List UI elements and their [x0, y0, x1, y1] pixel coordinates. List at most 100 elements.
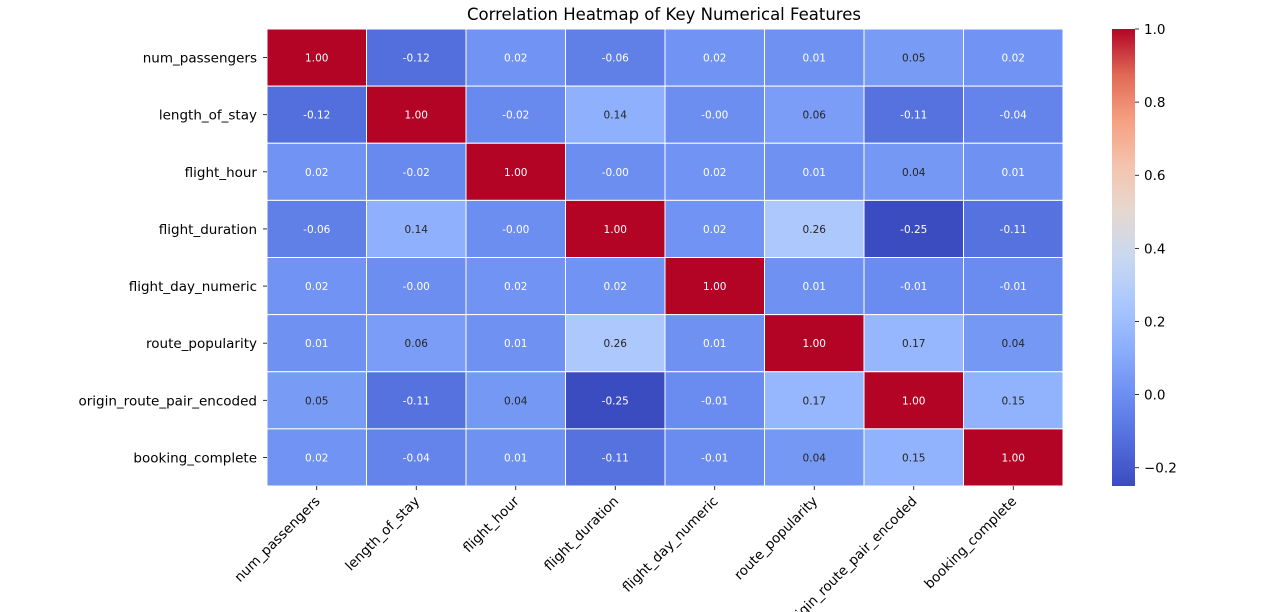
heatmap-cell-flight_hour-origin_route_pair_encoded — [863, 142, 964, 201]
chart-title: Correlation Heatmap of Key Numerical Fea… — [467, 5, 861, 24]
heatmap-cell-value: 0.05 — [305, 395, 328, 407]
colorbar: −0.2 0.0 0.2 0.4 0.6 0.8 1.0 — [1112, 22, 1177, 486]
heatmap-cell-value: 0.15 — [1002, 395, 1025, 407]
heatmap-cell-origin_route_pair_encoded-num_passengers — [266, 371, 367, 430]
heatmap-cell-origin_route_pair_encoded-route_popularity — [764, 371, 865, 430]
heatmap-cell-flight_day_numeric-flight_duration — [565, 257, 666, 316]
heatmap-cell-flight_day_numeric-flight_hour — [465, 257, 566, 316]
heatmap-cell-num_passengers-length_of_stay — [366, 28, 467, 87]
colorbar-tick-label: 0.2 — [1144, 314, 1165, 330]
heatmap-cell-value: -0.01 — [900, 281, 927, 293]
heatmap-cells: 1.00 -0.12 0.02 -0.06 0.02 0.01 0.05 0.02 -0.12 1… — [266, 28, 1064, 487]
colorbar-tick-label: −0.2 — [1144, 461, 1177, 477]
heatmap-cell-flight_hour-length_of_stay — [366, 142, 467, 201]
heatmap-cell-origin_route_pair_encoded-flight_hour — [465, 371, 566, 430]
heatmap-cell-num_passengers-flight_duration — [565, 28, 666, 87]
heatmap-cell-route_popularity-flight_day_numeric — [664, 314, 765, 373]
colorbar-tick-label: 0.8 — [1144, 95, 1165, 111]
heatmap-cell-num_passengers-route_popularity — [764, 28, 865, 87]
heatmap-cell-booking_complete-flight_day_numeric — [664, 428, 765, 487]
heatmap-cell-value: -0.01 — [1000, 281, 1027, 293]
colorbar-tick-label: 0.6 — [1144, 168, 1165, 184]
heatmap-cell-value: 1.00 — [405, 110, 428, 122]
heatmap-cell-value: 0.01 — [803, 53, 826, 65]
x-tick-label-flight_hour: flight_hour — [460, 493, 523, 556]
heatmap-cell-value: -0.25 — [900, 224, 927, 236]
colorbar-tick-label: 0.0 — [1144, 388, 1165, 404]
colorbar-tick-label: 1.0 — [1144, 22, 1165, 38]
heatmap-cell-value: 1.00 — [504, 167, 527, 179]
x-tick-label-route_popularity: route_popularity — [731, 494, 821, 584]
heatmap-cell-flight_duration-flight_day_numeric — [664, 199, 765, 258]
heatmap-cell-flight_hour-booking_complete — [963, 142, 1064, 201]
heatmap-cell-value: 1.00 — [902, 395, 925, 407]
heatmap-cell-value: -0.01 — [701, 452, 728, 464]
heatmap-cell-value: 0.02 — [305, 167, 328, 179]
heatmap-cell-origin_route_pair_encoded-booking_complete — [963, 371, 1064, 430]
y-tick-label-flight_day_numeric: flight_day_numeric — [129, 279, 257, 295]
y-axis-tick-labels: num_passengers length_of_stay flight_hourf… — [79, 51, 267, 466]
y-tick-label-route_popularity: route_popularity — [146, 336, 257, 352]
x-tick-label-booking_complete: booking_complete — [921, 494, 1020, 593]
heatmap-cell-value: -0.04 — [403, 452, 430, 464]
heatmap-cell-value: 0.17 — [902, 338, 925, 350]
heatmap-cell-value: 1.00 — [305, 53, 328, 65]
heatmap-cell-origin_route_pair_encoded-origin_route_pair_encoded — [863, 371, 964, 430]
heatmap-cell-value: 0.17 — [803, 395, 826, 407]
heatmap-cell-value: 0.02 — [504, 281, 527, 293]
heatmap-cell-value: -0.00 — [403, 281, 430, 293]
heatmap-cell-length_of_stay-flight_day_numeric — [664, 85, 765, 144]
heatmap-cell-value: 0.01 — [803, 167, 826, 179]
heatmap-cell-flight_duration-flight_hour — [465, 199, 566, 258]
heatmap-cell-flight_day_numeric-booking_complete — [963, 257, 1064, 316]
x-axis-tick-labels: num_passengers length_of_stay flight_hour f… — [231, 486, 1020, 612]
heatmap-cell-value: 0.04 — [902, 167, 926, 179]
heatmap-cell-booking_complete-booking_complete — [963, 428, 1064, 487]
heatmap-cell-value: 0.02 — [305, 281, 328, 293]
heatmap-cell-booking_complete-flight_hour — [465, 428, 566, 487]
heatmap-cell-flight_day_numeric-origin_route_pair_encoded — [863, 257, 964, 316]
heatmap-cell-route_popularity-origin_route_pair_encoded — [863, 314, 964, 373]
x-tick-label-flight_day_numeric: flight_day_numeric — [620, 494, 722, 596]
heatmap-cell-length_of_stay-route_popularity — [764, 85, 865, 144]
heatmap-cell-value: -0.25 — [602, 395, 629, 407]
heatmap-cell-route_popularity-route_popularity — [764, 314, 865, 373]
heatmap-cell-value: 0.02 — [604, 281, 627, 293]
heatmap-cell-length_of_stay-booking_complete — [963, 85, 1064, 144]
colorbar-gradient — [1112, 29, 1135, 486]
heatmap-cell-value: 0.01 — [803, 281, 826, 293]
y-tick-label-length_of_stay: length_of_stay — [159, 108, 257, 124]
heatmap-cell-flight_day_numeric-route_popularity — [764, 257, 865, 316]
heatmap-cell-value: 0.01 — [305, 338, 328, 350]
heatmap-cell-value: 0.02 — [703, 224, 726, 236]
heatmap-cell-origin_route_pair_encoded-length_of_stay — [366, 371, 467, 430]
heatmap-cell-value: 0.02 — [703, 167, 726, 179]
heatmap-cell-value: 0.02 — [305, 452, 328, 464]
heatmap-cell-value: -0.00 — [701, 110, 728, 122]
x-tick-label-length_of_stay: length_of_stay — [342, 494, 423, 575]
heatmap-cell-flight_hour-route_popularity — [764, 142, 865, 201]
heatmap-cell-value: 0.26 — [604, 338, 628, 350]
heatmap-cell-value: 0.06 — [405, 338, 429, 350]
heatmap-cell-value: 1.00 — [1002, 452, 1025, 464]
heatmap-cell-value: -0.11 — [403, 395, 430, 407]
heatmap-cell-value: 0.26 — [803, 224, 827, 236]
y-tick-label-num_passengers: num_passengers — [143, 51, 257, 67]
heatmap-cell-value: 0.04 — [1002, 338, 1026, 350]
heatmap-cell-num_passengers-flight_day_numeric — [664, 28, 765, 87]
heatmap-cell-value: 0.04 — [803, 452, 827, 464]
heatmap-cell-value: -0.11 — [1000, 224, 1027, 236]
heatmap-cell-value: 0.05 — [902, 53, 925, 65]
x-tick-label-flight_duration: flight_duration — [541, 494, 622, 575]
heatmap-cell-value: -0.06 — [602, 53, 629, 65]
heatmap-cell-length_of_stay-length_of_stay — [366, 85, 467, 144]
heatmap-cell-flight_hour-flight_day_numeric — [664, 142, 765, 201]
x-tick-label-num_passengers: num_passengers — [231, 494, 323, 586]
y-tick-label-origin_route_pair_encoded: origin_route_pair_encoded — [79, 393, 258, 409]
heatmap-cell-route_popularity-booking_complete — [963, 314, 1064, 373]
heatmap-cell-value: -0.04 — [1000, 110, 1027, 122]
heatmap-cell-value: 0.01 — [504, 452, 527, 464]
heatmap-cell-value: -0.02 — [403, 167, 430, 179]
heatmap-cell-value: 0.01 — [504, 338, 527, 350]
